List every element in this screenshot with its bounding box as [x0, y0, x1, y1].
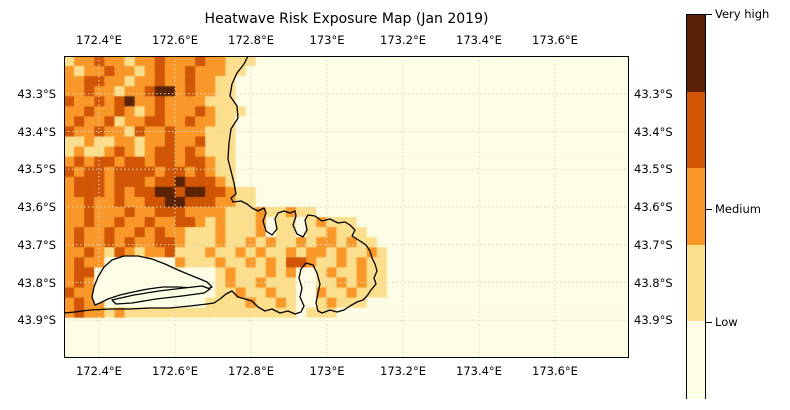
y-tick-label-right: 43.7°S: [634, 237, 673, 252]
colorbar-tick-label: Low: [715, 315, 738, 329]
x-tick-label-bottom: 173.2°E: [380, 364, 426, 378]
x-tick-label-bottom: 173.6°E: [532, 364, 578, 378]
colorbar-segment: [687, 91, 705, 170]
y-tick-label-right: 43.4°S: [634, 124, 673, 139]
map-plot-area: [64, 56, 629, 358]
x-tick-label-bottom: 173.4°E: [456, 364, 502, 378]
colorbar-tick: [706, 14, 712, 16]
x-tick-label-top: 173.4°E: [456, 33, 502, 47]
lake-outline: [91, 255, 213, 306]
x-tick-label-top: 172.4°E: [75, 33, 122, 47]
y-tick-label-right: 43.8°S: [634, 275, 673, 290]
colorbar-tick: [706, 322, 712, 324]
colorbar-segment: [687, 168, 705, 246]
colorbar-segment: [687, 15, 705, 93]
colorbar-tick-label: Medium: [715, 201, 761, 216]
x-tick-label-top: 173.2°E: [380, 33, 426, 47]
y-tick-label-left: 43.7°S: [17, 237, 56, 252]
lake-arm-outline: [111, 285, 211, 305]
colorbar-segment: [687, 321, 705, 400]
y-tick-label-right: 43.5°S: [634, 162, 673, 177]
x-tick-label-bottom: 172.8°E: [228, 364, 274, 378]
x-tick-label-bottom: 172.6°E: [152, 364, 198, 378]
x-tick-label-top: 172.6°E: [152, 33, 198, 47]
x-tick-label-top: 173°E: [309, 33, 345, 47]
colorbar-tick: [706, 208, 712, 210]
coastline-gridline-layer: [64, 56, 629, 358]
y-tick-label-left: 43.6°S: [17, 200, 56, 214]
colorbar-tick-label: Very high: [715, 7, 770, 21]
colorbar-segment: [687, 244, 705, 323]
y-tick-label-right: 43.6°S: [634, 200, 673, 214]
y-tick-label-left: 43.3°S: [17, 86, 56, 101]
x-tick-label-bottom: 173°E: [309, 364, 345, 378]
y-tick-label-left: 43.9°S: [17, 313, 56, 328]
y-tick-label-left: 43.5°S: [17, 162, 56, 177]
y-tick-label-left: 43.8°S: [17, 275, 56, 290]
chart-title: Heatwave Risk Exposure Map (Jan 2019): [204, 11, 489, 27]
coastline: [64, 56, 378, 315]
x-tick-label-bottom: 172.4°E: [75, 364, 122, 378]
colorbar: [686, 14, 706, 400]
x-tick-label-top: 172.8°E: [228, 33, 274, 47]
x-tick-label-top: 173.6°E: [532, 33, 578, 47]
y-tick-label-left: 43.4°S: [17, 124, 56, 139]
y-tick-label-right: 43.9°S: [634, 313, 673, 328]
y-tick-label-right: 43.3°S: [634, 86, 673, 101]
